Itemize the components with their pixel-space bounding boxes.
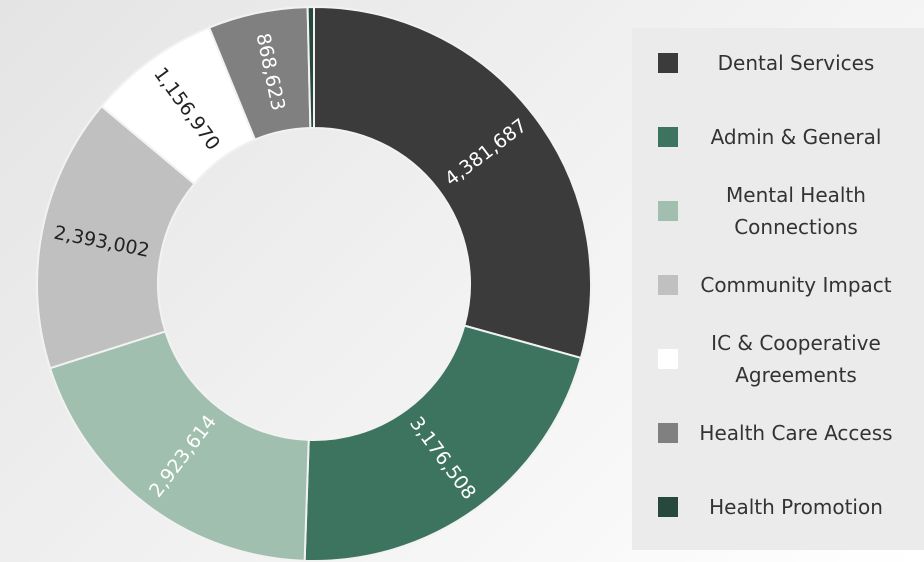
donut-slice [36,104,196,370]
legend-label: Dental Services [717,51,875,75]
legend-entry: Health Care Access [658,398,924,468]
chart: 4,381,6873,176,5082,923,6142,393,0021,15… [36,5,592,562]
legend-label: IC & Cooperative Agreements [711,331,881,387]
legend-swatch [658,275,678,295]
legend-entry: Mental Health Connections [658,176,924,246]
legend: Dental Services Admin & General Mental Hea… [632,28,924,550]
legend-swatch [658,349,678,369]
legend-entry: Community Impact [658,250,924,320]
legend-entry: Health Promotion [658,472,924,542]
legend-entry: Dental Services [658,28,924,98]
legend-label: Community Impact [700,273,892,297]
donut-slice [303,324,583,562]
legend-swatch [658,201,678,221]
legend-swatch [658,423,678,443]
donut-slice [313,5,592,360]
donut-slice [306,5,315,130]
legend-entry: IC & Cooperative Agreements [658,324,924,394]
legend-swatch [658,127,678,147]
donut-slice [48,330,310,562]
legend-label: Mental Health Connections [726,183,866,239]
legend-label: Admin & General [710,125,882,149]
legend-swatch [658,497,678,517]
legend-label: Health Care Access [699,421,893,445]
legend-label: Health Promotion [709,495,883,519]
legend-entry: Admin & General [658,102,924,172]
legend-swatch [658,53,678,73]
